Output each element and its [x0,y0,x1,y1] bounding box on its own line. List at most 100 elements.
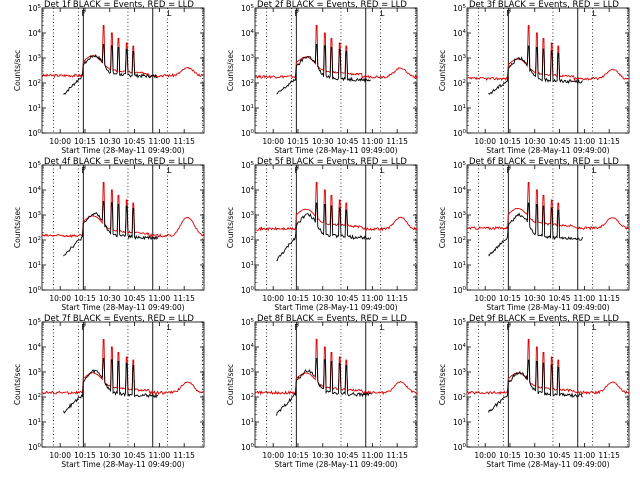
x-tick-label-4: 11:00 [574,294,596,303]
x-tick-label-2: 10:30 [99,294,121,303]
x-tick-label-3: 10:45 [337,294,359,303]
y-tick-exponent: 3 [38,54,42,60]
x-axis-label: Start Time (28-May-11 09:49:00) [61,303,184,312]
x-tick-label-4: 11:00 [362,294,384,303]
x-tick-label-2: 10:30 [99,137,121,146]
y-tick-label-0: 100 [453,129,467,138]
y-tick-label-3: 103 [241,54,255,63]
panel-title: Det 9f BLACK = Events, RED = LLD [469,314,619,324]
y-tick-exponent: 5 [251,161,255,167]
x-tick-label-4: 11:00 [362,137,384,146]
top-marker-f: F [294,9,298,18]
y-tick-label-5: 105 [28,161,42,170]
y-tick-exponent: 2 [251,79,255,85]
events-line [276,202,372,262]
x-tick-label-3: 10:45 [549,451,571,460]
lld-line [466,339,630,395]
y-tick-label-4: 104 [453,29,467,38]
y-tick-label-0: 100 [453,286,467,295]
lld-line [41,182,205,238]
x-axis-label: Start Time (28-May-11 09:49:00) [274,460,397,469]
plot-frame [466,7,630,134]
y-tick-label-1: 101 [241,418,254,427]
y-tick-label-2: 102 [241,79,254,88]
x-tick-label-3: 10:45 [124,451,146,460]
x-tick-label-1: 10:15 [499,451,521,460]
x-tick-label-3: 10:45 [549,137,571,146]
events-line [276,43,371,95]
y-tick-exponent: 5 [463,161,467,167]
y-tick-exponent: 0 [251,443,255,449]
x-tick-label-5: 11:15 [386,294,408,303]
y-tick-exponent: 2 [463,79,467,85]
y-tick-exponent: 3 [463,211,467,217]
x-axis-label: Start Time (28-May-11 09:49:00) [274,146,397,155]
y-tick-exponent: 2 [38,236,42,242]
y-tick-exponent: 2 [463,393,467,399]
panel-title: Det 1f BLACK = Events, RED = LLD [44,0,194,10]
top-marker-l: L [167,323,172,332]
plot-frame [466,321,630,448]
y-tick-exponent: 3 [463,54,467,60]
plot-frame [254,164,418,291]
y-tick-exponent: 0 [463,443,467,449]
panel-title: Det 6f BLACK = Events, RED = LLD [469,157,619,167]
y-tick-label-1: 101 [28,104,41,113]
y-tick-exponent: 0 [38,443,42,449]
x-tick-label-0: 10:00 [49,137,71,146]
y-tick-label-1: 101 [28,261,41,270]
x-tick-label-5: 11:15 [173,451,195,460]
x-tick-label-0: 10:00 [474,451,496,460]
events-line [63,43,158,95]
x-tick-label-3: 10:45 [124,137,146,146]
top-marker-l: L [592,166,597,175]
y-tick-exponent: 4 [38,343,42,349]
plot-frame [41,7,205,134]
panel-title: Det 8f BLACK = Events, RED = LLD [257,314,407,324]
y-tick-label-0: 100 [241,286,255,295]
y-tick-label-5: 105 [241,4,255,13]
y-axis-label: Counts/sec [226,364,235,405]
y-tick-label-2: 102 [241,236,254,245]
y-tick-exponent: 1 [251,418,255,424]
y-tick-label-1: 101 [453,418,466,427]
x-axis-label: Start Time (28-May-11 09:49:00) [486,146,609,155]
y-axis-label: Counts/sec [438,364,447,405]
x-tick-label-5: 11:15 [173,137,195,146]
y-tick-exponent: 4 [463,343,467,349]
y-tick-exponent: 0 [251,286,255,292]
y-tick-exponent: 0 [38,129,42,135]
x-tick-label-4: 11:00 [574,451,596,460]
x-axis-label: Start Time (28-May-11 09:49:00) [486,460,609,469]
y-tick-exponent: 4 [38,29,42,35]
x-axis-label: Start Time (28-May-11 09:49:00) [274,303,397,312]
top-marker-f: F [81,166,85,175]
x-tick-label-1: 10:15 [74,451,96,460]
events-line [63,357,159,414]
y-tick-exponent: 5 [38,318,42,324]
x-tick-label-0: 10:00 [262,137,284,146]
x-tick-label-3: 10:45 [124,294,146,303]
y-tick-label-2: 102 [453,393,466,402]
y-tick-label-3: 103 [28,368,42,377]
y-tick-exponent: 0 [463,286,467,292]
y-tick-label-2: 102 [28,236,41,245]
x-tick-label-1: 10:15 [499,137,521,146]
events-line [488,359,583,413]
x-tick-label-5: 11:15 [598,451,620,460]
y-tick-exponent: 5 [38,4,42,10]
y-axis-label: Counts/sec [13,207,22,248]
y-tick-label-2: 102 [28,393,41,402]
x-tick-label-4: 11:00 [362,451,384,460]
y-tick-exponent: 0 [38,286,42,292]
plot-frame [466,164,630,291]
top-marker-l: L [380,166,385,175]
y-tick-label-3: 103 [241,368,255,377]
y-tick-label-0: 100 [241,129,255,138]
x-tick-label-3: 10:45 [337,137,359,146]
top-marker-f: F [506,166,510,175]
y-tick-exponent: 2 [251,393,255,399]
lld-line [41,339,205,396]
